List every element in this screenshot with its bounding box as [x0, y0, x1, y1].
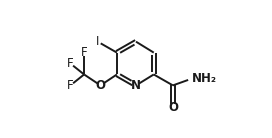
Text: F: F	[81, 46, 87, 59]
Text: NH₂: NH₂	[192, 72, 217, 85]
Text: N: N	[131, 79, 141, 92]
Text: O: O	[168, 101, 178, 114]
Text: F: F	[67, 79, 74, 92]
Text: O: O	[95, 79, 106, 92]
Text: I: I	[96, 35, 100, 48]
Text: F: F	[67, 57, 74, 70]
